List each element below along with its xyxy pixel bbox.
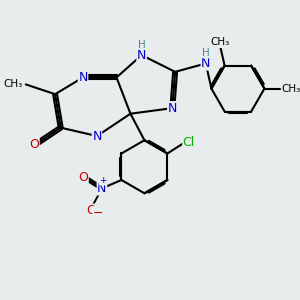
Text: CH₃: CH₃: [4, 80, 23, 89]
Text: CH₃: CH₃: [281, 84, 300, 94]
Text: N: N: [92, 130, 102, 142]
Text: H: H: [202, 48, 210, 58]
Text: O: O: [78, 171, 88, 184]
Text: −: −: [93, 206, 104, 219]
Text: H: H: [138, 40, 146, 50]
Text: N: N: [97, 182, 106, 195]
Text: O: O: [29, 138, 39, 151]
Text: N: N: [168, 102, 177, 115]
Text: Cl: Cl: [183, 136, 195, 149]
Text: N: N: [78, 71, 88, 84]
Text: CH₃: CH₃: [211, 38, 230, 47]
Text: N: N: [201, 57, 211, 70]
Text: N: N: [137, 49, 146, 62]
Text: +: +: [99, 176, 106, 185]
Text: O: O: [86, 204, 96, 217]
